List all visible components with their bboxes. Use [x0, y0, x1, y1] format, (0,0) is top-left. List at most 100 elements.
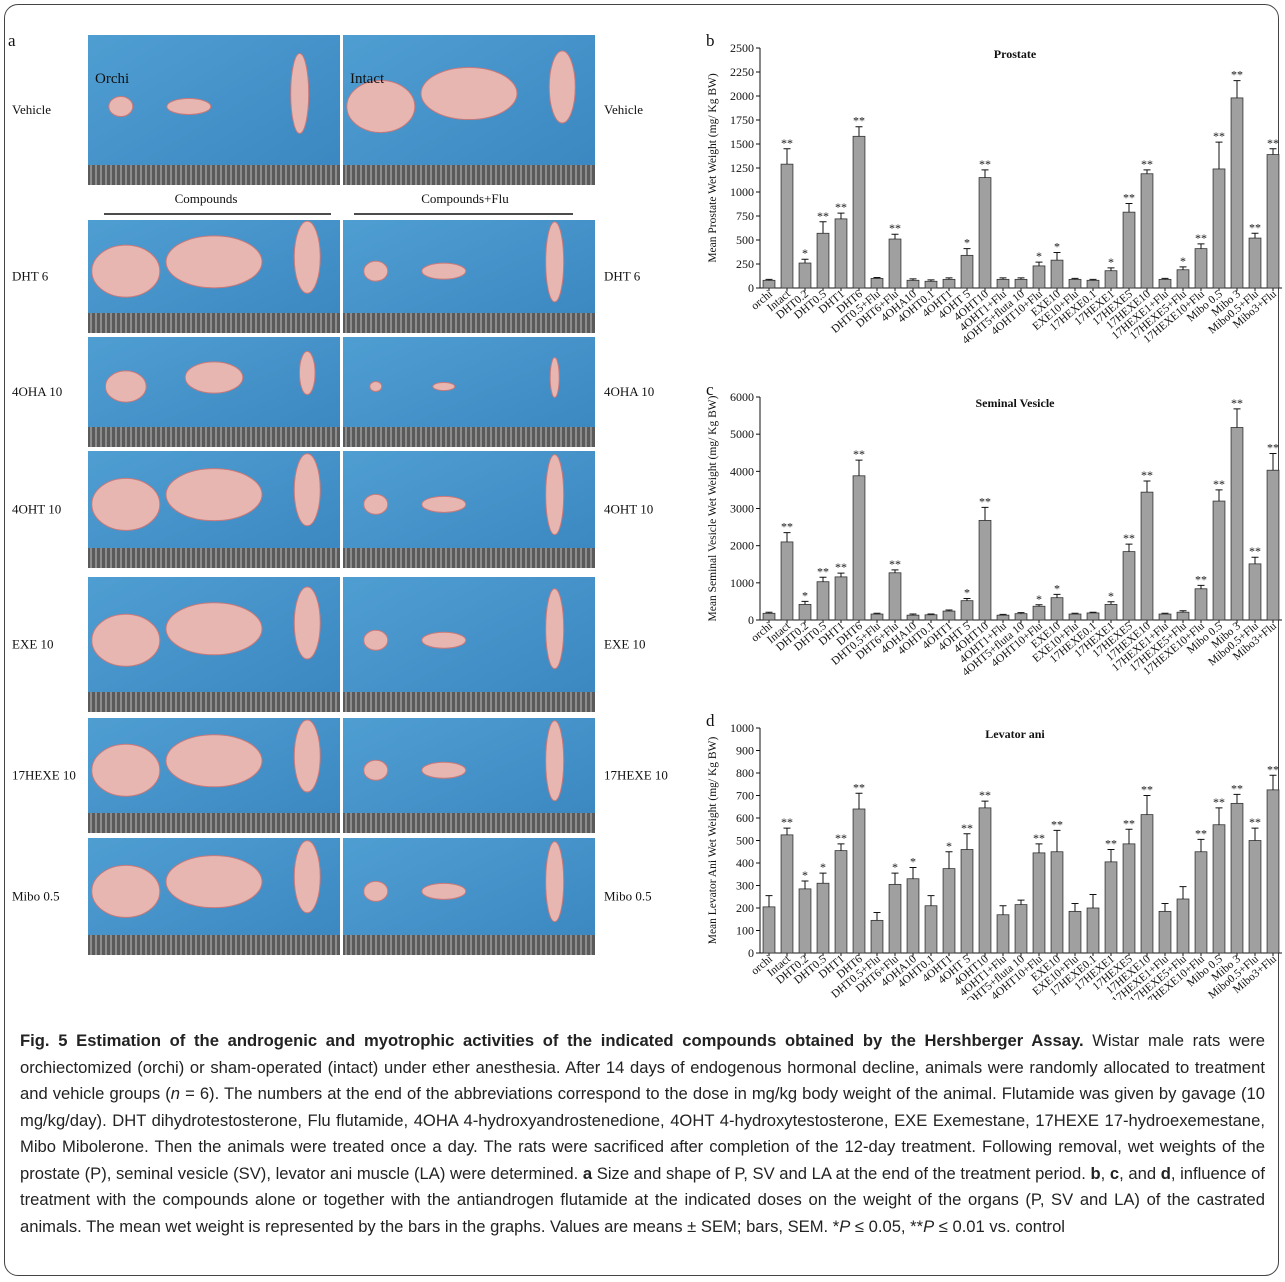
error-bar [1054, 830, 1061, 851]
tissue [422, 883, 466, 899]
bar [943, 279, 955, 288]
bar [1267, 790, 1279, 953]
y-tick-label: 1250 [730, 161, 754, 175]
significance: ** [1123, 531, 1135, 545]
y-tick-label: 700 [736, 789, 754, 803]
bar [1159, 614, 1171, 620]
caption-text: ≤ 0.01 vs. control [934, 1217, 1065, 1236]
error-bar [856, 460, 863, 476]
significance: * [1054, 239, 1060, 253]
error-bar [1234, 409, 1241, 428]
y-tick-label: 2250 [730, 65, 754, 79]
tissue [294, 221, 320, 293]
bar [871, 614, 883, 620]
significance: ** [817, 209, 829, 223]
chart-title: Levator ani [985, 727, 1045, 741]
significance: ** [1267, 440, 1279, 454]
error-bar [1234, 794, 1241, 803]
bar [799, 889, 811, 953]
significance: ** [781, 815, 793, 829]
significance: ** [781, 520, 793, 534]
row-label: Mibo 0.5 [604, 889, 652, 904]
error-bar [964, 834, 971, 850]
y-tick-label: 500 [736, 233, 754, 247]
photo-ruler [88, 548, 340, 568]
group-label: Orchi [95, 71, 129, 87]
caption-text: , [1101, 1164, 1110, 1183]
bar [1195, 249, 1207, 288]
significance: ** [889, 221, 901, 235]
caption-text: ≤ 0.05, ** [850, 1217, 923, 1236]
significance: ** [979, 788, 991, 802]
caption-text: , and [1119, 1164, 1161, 1183]
bar [1105, 862, 1117, 953]
significance: ** [979, 494, 991, 508]
bar [1177, 612, 1189, 620]
bar [1267, 155, 1279, 288]
error-bar [1126, 829, 1133, 844]
bar [763, 907, 775, 953]
tissue [167, 99, 211, 115]
significance: ** [835, 200, 847, 214]
tissue [364, 261, 388, 281]
y-tick-label: 0 [748, 281, 754, 295]
bar [1195, 589, 1207, 620]
photo-ruler [343, 427, 595, 447]
bar [781, 164, 793, 288]
error-bar [820, 873, 827, 883]
tissue [364, 881, 388, 901]
tissue [364, 630, 388, 650]
error-bar [982, 170, 989, 178]
bar [1213, 169, 1225, 288]
y-tick-label: 5000 [730, 427, 754, 441]
caption-text: P [923, 1217, 934, 1236]
bar [781, 542, 793, 620]
bar [889, 884, 901, 953]
bar [1051, 852, 1063, 953]
tissue [294, 841, 320, 913]
error-bar [1000, 906, 1007, 915]
bar [925, 906, 937, 953]
significance: * [892, 860, 898, 874]
error-bar [982, 507, 989, 520]
tissue [166, 236, 262, 288]
bar [1069, 911, 1081, 953]
panel-label: d [706, 711, 715, 730]
bar [889, 239, 901, 288]
bar [1033, 606, 1045, 620]
tissue [92, 744, 160, 796]
caption: Fig. 5 Estimation of the androgenic and … [20, 1028, 1265, 1240]
tissue [294, 720, 320, 792]
section-label: Compounds+Flu [421, 191, 509, 206]
bar [1033, 266, 1045, 288]
bar [961, 255, 973, 288]
significance: ** [835, 560, 847, 574]
error-bar [1036, 844, 1043, 853]
error-bar [964, 249, 971, 256]
bar [943, 611, 955, 620]
bar [781, 835, 793, 953]
error-bar [1018, 900, 1025, 905]
bar [1033, 853, 1045, 953]
y-tick-label: 0 [748, 613, 754, 627]
tissue [92, 614, 160, 666]
bar [799, 263, 811, 288]
error-bar [982, 801, 989, 808]
error-bar [1198, 839, 1205, 851]
y-tick-label: 2000 [730, 89, 754, 103]
significance: ** [835, 831, 847, 845]
bar [907, 280, 919, 288]
bar [1123, 844, 1135, 953]
significance: ** [1213, 795, 1225, 809]
y-tick-label: 1000 [730, 721, 754, 735]
significance: ** [1231, 68, 1243, 82]
tissue [166, 735, 262, 787]
significance: * [1108, 589, 1114, 603]
significance: ** [781, 136, 793, 150]
error-bar [1126, 544, 1133, 551]
bar [1123, 552, 1135, 620]
significance: ** [1123, 191, 1135, 205]
significance: * [910, 855, 916, 869]
row-label: 17HEXE 10 [12, 768, 76, 783]
error-bar [766, 896, 773, 907]
